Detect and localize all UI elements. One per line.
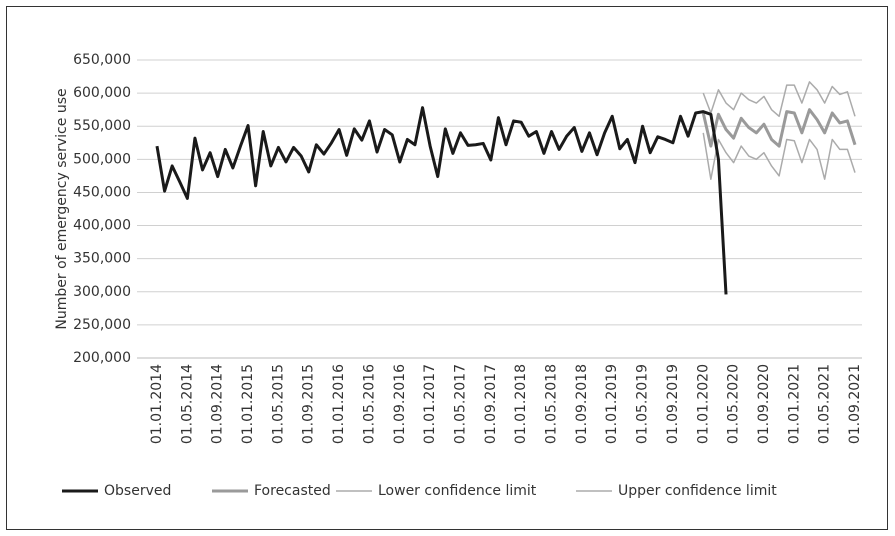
x-tick-label: 01.09.2021 (847, 364, 863, 444)
x-tick-label: 01.09.2016 (392, 364, 408, 444)
legend-label: Observed (104, 483, 171, 499)
series-line (701, 108, 857, 148)
series-line (702, 81, 856, 118)
y-axis-title: Number of emergency service use (54, 88, 70, 329)
x-tick-label: 01.05.2015 (270, 364, 286, 444)
x-tick-label: 01.05.2020 (726, 364, 742, 444)
x-tick-label: 01.01.2021 (786, 364, 802, 444)
y-tick-label: 400,000 (73, 218, 131, 234)
y-tick-label: 550,000 (73, 118, 131, 134)
x-tick-label: 01.01.2019 (604, 364, 620, 444)
y-tick-label: 500,000 (73, 151, 131, 167)
x-tick-label: 01.01.2017 (422, 364, 438, 444)
y-tick-label: 300,000 (73, 284, 131, 300)
y-tick-label: 600,000 (73, 85, 131, 101)
x-tick-label: 01.05.2016 (361, 364, 377, 444)
x-tick-label: 01.01.2014 (149, 364, 165, 444)
y-tick-label: 650,000 (73, 52, 131, 68)
legend-label: Lower confidence limit (378, 483, 537, 499)
x-tick-label: 01.09.2019 (665, 364, 681, 444)
x-tick-label: 01.09.2018 (574, 364, 590, 444)
x-tick-label: 01.01.2020 (695, 364, 711, 444)
legend-label: Forecasted (254, 483, 331, 499)
x-tick-label: 01.01.2016 (331, 364, 347, 444)
x-tick-label: 01.09.2020 (756, 364, 772, 444)
y-tick-label: 200,000 (73, 350, 131, 366)
x-tick-label: 01.05.2018 (544, 364, 560, 444)
x-tick-label: 01.09.2014 (210, 364, 226, 444)
y-tick-label: 350,000 (73, 251, 131, 267)
series-line (155, 106, 728, 295)
y-tick-label: 250,000 (73, 317, 131, 333)
x-tick-label: 01.05.2017 (452, 364, 468, 444)
y-tick-label: 450,000 (73, 184, 131, 200)
x-tick-label: 01.05.2021 (817, 364, 833, 444)
x-tick-label: 01.09.2017 (483, 364, 499, 444)
series-line (702, 132, 856, 180)
x-tick-label: 01.09.2015 (301, 364, 317, 444)
x-tick-label: 01.01.2015 (240, 364, 256, 444)
chart-frame (6, 6, 888, 530)
legend-label: Upper confidence limit (618, 483, 777, 499)
x-tick-label: 01.05.2014 (179, 364, 195, 444)
x-tick-label: 01.01.2018 (513, 364, 529, 444)
x-tick-label: 01.05.2019 (635, 364, 651, 444)
